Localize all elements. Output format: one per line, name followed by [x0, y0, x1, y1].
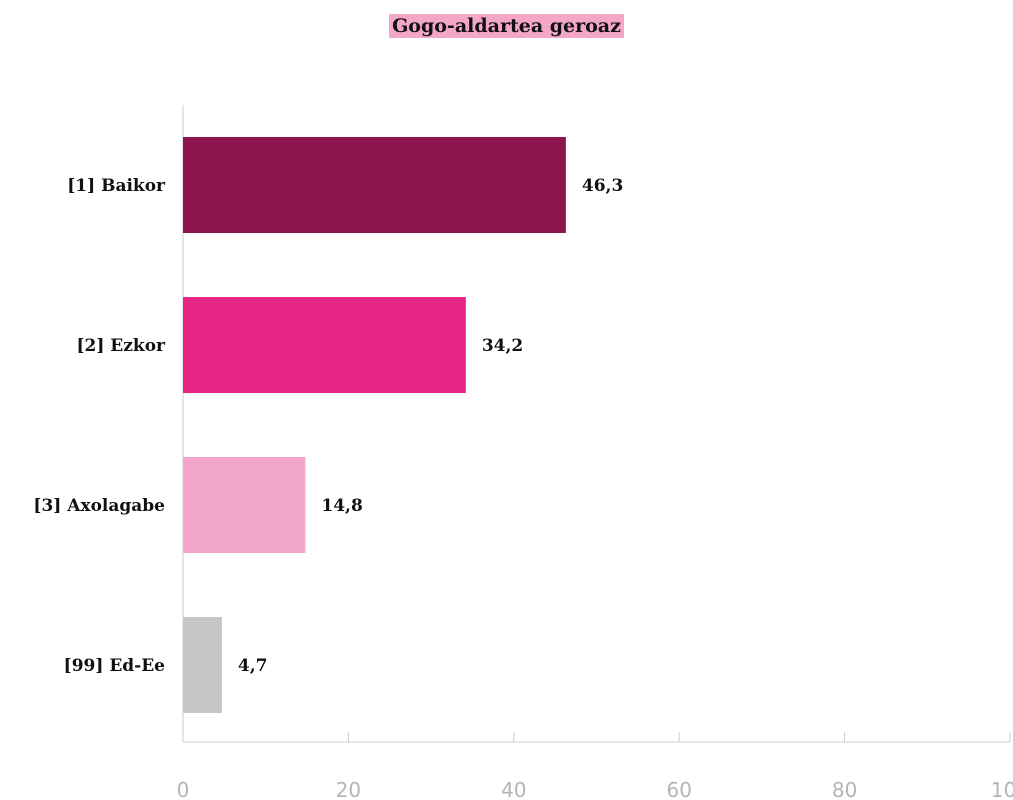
x-tick-label: 0 — [177, 778, 190, 800]
bar — [183, 617, 222, 713]
bar — [183, 137, 566, 233]
category-label: [2] Ezkor — [76, 336, 166, 356]
chart-title: Gogo-aldartea geroaz — [389, 14, 624, 38]
x-tick-label: 80 — [832, 778, 857, 800]
bar — [183, 457, 306, 553]
value-label: 34,2 — [482, 336, 523, 356]
x-tick-label: 60 — [666, 778, 691, 800]
x-tick-label: 40 — [501, 778, 526, 800]
category-label: [3] Axolagabe — [33, 496, 165, 516]
bar — [183, 297, 466, 393]
category-label: [99] Ed-Ee — [64, 656, 166, 676]
value-label: 14,8 — [321, 496, 362, 516]
value-label: 4,7 — [238, 656, 268, 676]
value-label: 46,3 — [582, 176, 623, 196]
x-tick-label: 20 — [336, 778, 361, 800]
category-label: [1] Baikor — [67, 176, 166, 196]
x-tick-label: 100 — [991, 778, 1013, 800]
